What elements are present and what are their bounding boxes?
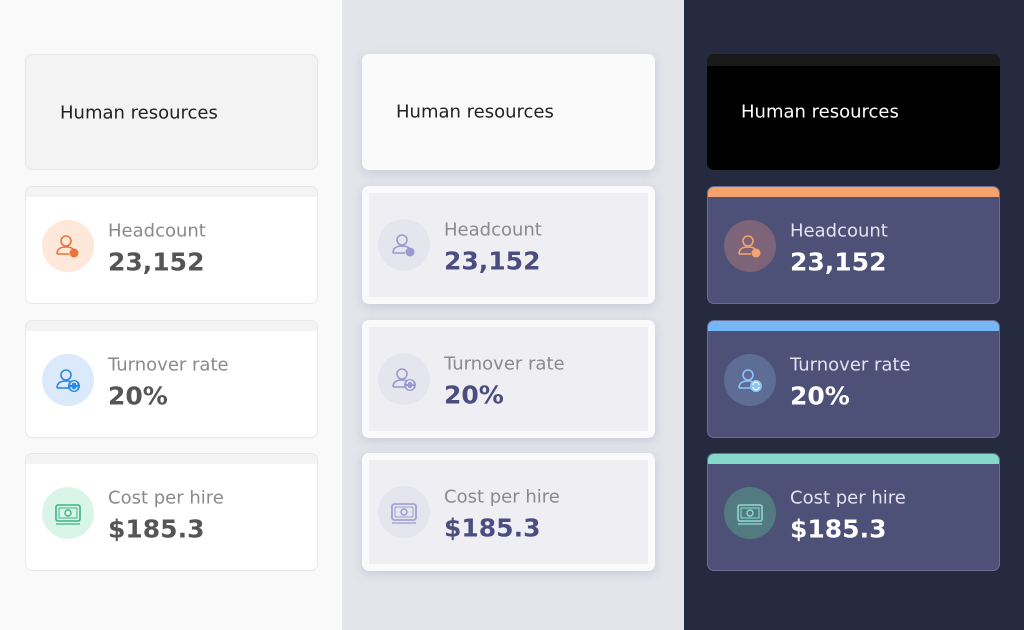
metric-value: $185.3 <box>790 514 887 544</box>
metric-card: Cost per hire $185.3 <box>362 453 655 571</box>
card-title: Human resources <box>60 102 218 124</box>
card-strip <box>708 454 999 464</box>
metric-value: 23,152 <box>790 247 887 277</box>
metric-label: Cost per hire <box>108 487 224 509</box>
metric-label: Headcount <box>444 219 542 241</box>
icon-graphic <box>42 487 94 539</box>
header-card: Human resources <box>362 54 655 170</box>
metric-label: Turnover rate <box>108 354 229 376</box>
metric-icon <box>378 486 430 538</box>
metric-card: Cost per hire $185.3 <box>25 453 318 571</box>
icon-glyph <box>738 369 762 392</box>
icon-circle <box>42 487 94 539</box>
icon-glyph <box>56 235 79 258</box>
icon-circle <box>724 487 776 539</box>
header-card: Human resources <box>707 54 1000 170</box>
icon-glyph <box>55 504 81 525</box>
card-title: Human resources <box>396 101 554 123</box>
metric-label: Turnover rate <box>790 354 911 376</box>
icon-glyph <box>737 504 763 525</box>
metric-icon <box>42 487 94 539</box>
card-title: Human resources <box>741 101 899 123</box>
metric-label: Headcount <box>108 220 206 242</box>
metric-icon <box>42 220 94 272</box>
icon-glyph <box>392 368 416 391</box>
icon-graphic <box>378 353 430 405</box>
card-strip <box>708 187 999 197</box>
metric-value: $185.3 <box>108 514 205 544</box>
metric-card: Headcount 23,152 <box>362 186 655 304</box>
icon-circle <box>378 486 430 538</box>
icon-glyph <box>391 503 417 524</box>
metric-icon <box>42 354 94 406</box>
card-strip <box>708 321 999 331</box>
icon-glyph <box>56 369 80 392</box>
metric-label: Headcount <box>790 220 888 242</box>
icon-graphic <box>42 220 94 272</box>
card-strip <box>26 454 317 464</box>
metric-icon <box>378 353 430 405</box>
metric-value: 20% <box>790 381 850 411</box>
icon-glyph <box>738 235 761 258</box>
icon-graphic <box>378 486 430 538</box>
metric-label: Cost per hire <box>790 487 906 509</box>
metric-value: $185.3 <box>444 513 541 543</box>
metric-label: Cost per hire <box>444 486 560 508</box>
metric-value: 20% <box>108 381 168 411</box>
icon-glyph <box>392 234 415 257</box>
card-strip <box>26 187 317 197</box>
metric-value: 23,152 <box>108 247 205 277</box>
metric-card: Turnover rate 20% <box>362 320 655 438</box>
metric-card: Turnover rate 20% <box>707 320 1000 438</box>
icon-graphic <box>724 220 776 272</box>
metric-value: 23,152 <box>444 246 541 276</box>
metric-icon <box>724 354 776 406</box>
card-strip <box>26 321 317 331</box>
icon-graphic <box>724 354 776 406</box>
icon-graphic <box>378 219 430 271</box>
metric-value: 20% <box>444 380 504 410</box>
metric-card: Headcount 23,152 <box>25 186 318 304</box>
metric-icon <box>724 487 776 539</box>
metric-card: Cost per hire $185.3 <box>707 453 1000 571</box>
dark-panel: Human resources Headcount 23,152 Turnover r… <box>684 0 1024 630</box>
icon-graphic <box>724 487 776 539</box>
icon-graphic <box>42 354 94 406</box>
light-panel: Human resources Headcount 23,152 Turnover r… <box>0 0 342 630</box>
header-strip <box>707 54 1000 66</box>
metric-card: Headcount 23,152 <box>707 186 1000 304</box>
metric-card: Turnover rate 20% <box>25 320 318 438</box>
metric-label: Turnover rate <box>444 353 565 375</box>
header-card: Human resources <box>25 54 318 170</box>
metric-icon <box>724 220 776 272</box>
soft-panel: Human resources Headcount 23,152 Turnover r… <box>342 0 684 630</box>
metric-icon <box>378 219 430 271</box>
